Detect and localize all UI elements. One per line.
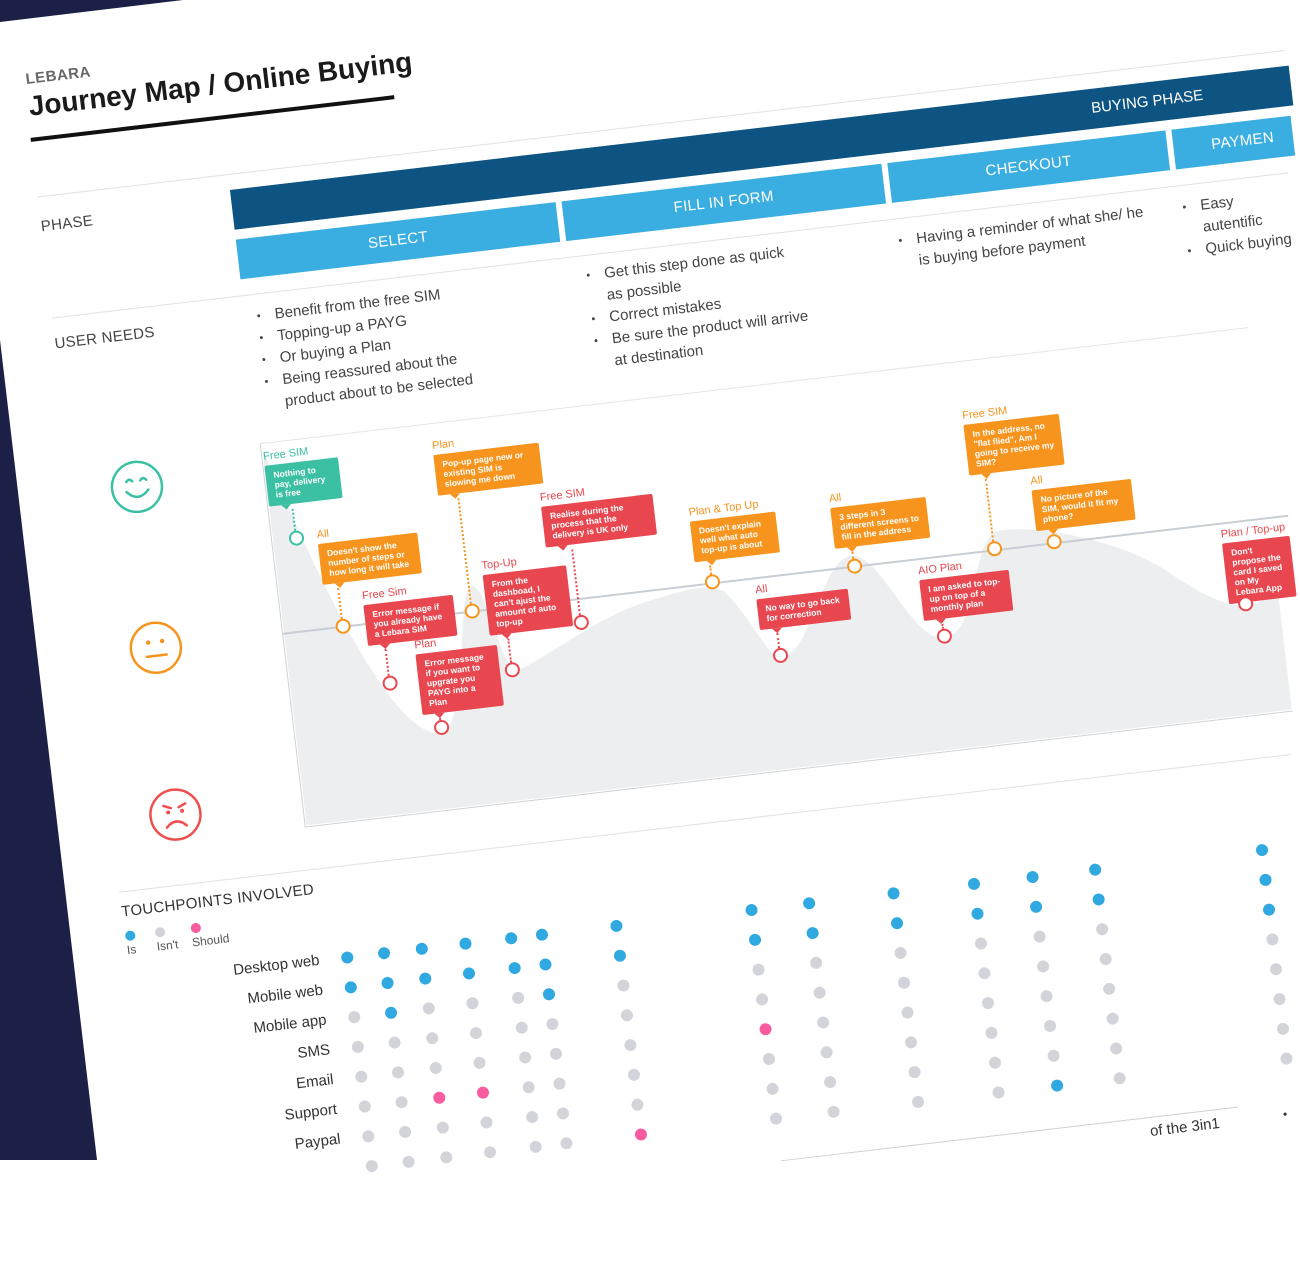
pain-point-text: Nothing to pay, delivery is free [264,457,342,506]
should-dot-icon [190,922,201,933]
touchpoint-dot-isnt [402,1155,415,1168]
touchpoint-dot-isnt [365,1159,378,1172]
legend-label: Isn't [156,937,179,953]
is-dot-icon [125,930,136,941]
neutral-face-icon [125,617,187,679]
legend-should: Should [190,917,230,949]
legend-label: Is [126,942,137,957]
happy-face-icon [106,456,168,518]
legend-is: Is [124,927,143,957]
pain-point-text: From the dashboad, I can't ajust the amo… [483,565,574,635]
legend-isnt: Isn't [154,923,179,953]
sad-face-icon [144,784,206,846]
pain-point-text: Error message if you want to upgrate you… [415,645,504,715]
isnt-dot-icon [155,927,166,938]
touchpoint-dot-isnt [440,1151,453,1164]
pain-point-text: Don't propose the card I saved on My Leb… [1222,536,1297,605]
